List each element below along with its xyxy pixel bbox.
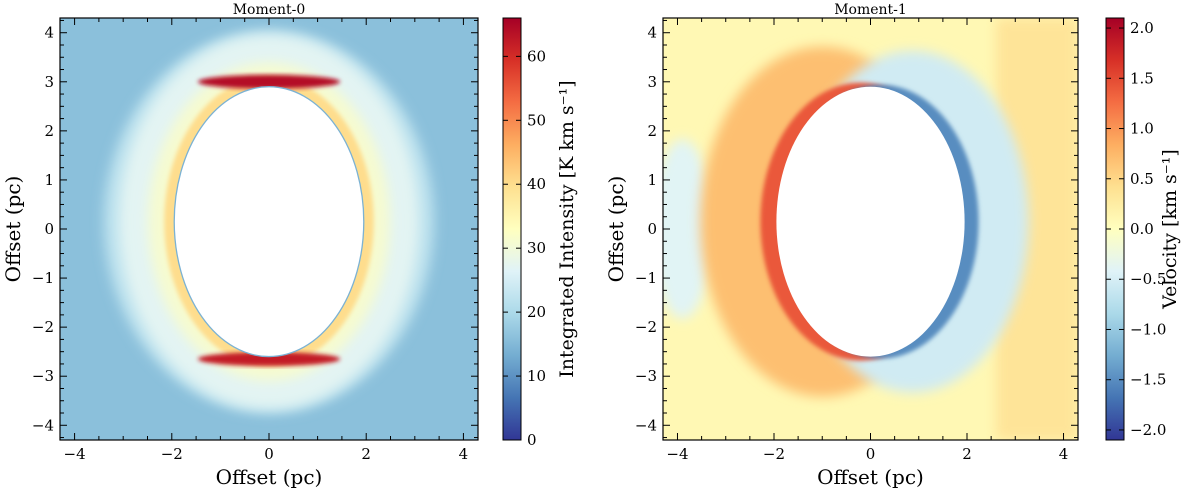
m0-xtick-label: −2 — [161, 445, 183, 463]
m1-title: Moment-1 — [834, 2, 907, 18]
m0-ytick-label: 4 — [44, 24, 54, 42]
m0-colorbar — [502, 17, 522, 441]
m0-xtick-label: 2 — [361, 445, 371, 463]
m0-cbar-tick-label: 20 — [527, 303, 546, 321]
m0-ytick-label: 1 — [44, 171, 54, 189]
m0-cbar-tick-label: 60 — [527, 47, 546, 65]
m1-ytick-label: 2 — [647, 122, 657, 140]
m0-cbar-tick-label: 50 — [527, 111, 546, 129]
m1-cbar-tick-label: 1.5 — [1130, 69, 1154, 87]
m1-cbar-tick-label: −2.0 — [1130, 421, 1166, 439]
m0-cavity — [173, 86, 365, 358]
m1-cbar-tick-label: −1.0 — [1130, 320, 1166, 338]
m0-title: Moment-0 — [233, 2, 306, 18]
m0-ytick-label: −1 — [32, 269, 54, 287]
m0-peak-1 — [197, 74, 341, 89]
m1-cbar-tick-label: 0.0 — [1130, 220, 1154, 238]
m0-ytick-label: −2 — [32, 318, 54, 336]
m0-ytick-label: −4 — [32, 416, 54, 434]
m1-ytick-label: 4 — [647, 24, 657, 42]
m0-ytick-label: 2 — [44, 122, 54, 140]
m0-peak-2 — [197, 352, 341, 367]
m0-xtick-label: 4 — [459, 445, 469, 463]
m1-ytick-label: −2 — [635, 318, 657, 336]
m1-ytick-label: −1 — [635, 269, 657, 287]
m0-ytick-label: 3 — [44, 73, 54, 91]
m0-image — [60, 18, 478, 440]
m1-ytick-label: 1 — [647, 171, 657, 189]
m0-cbar-tick-label: 30 — [527, 239, 546, 257]
m1-ytick-label: 3 — [647, 73, 657, 91]
m1-ytick-label: 0 — [647, 220, 657, 238]
m1-xtick-label: 4 — [1059, 445, 1069, 463]
m0-xtick-label: −4 — [64, 445, 86, 463]
m1-xtick-label: −2 — [763, 445, 785, 463]
m1-xtick-label: −4 — [666, 445, 688, 463]
m1-xlabel: Offset (pc) — [817, 465, 924, 489]
m1-left-blue — [663, 139, 713, 319]
m1-cbar-tick-label: 0.5 — [1130, 170, 1154, 188]
m1-image — [663, 18, 1078, 440]
m1-ytick-label: −3 — [635, 367, 657, 385]
m1-ytick-label: −4 — [635, 416, 657, 434]
m1-panel: Moment-1 −4 −2 0 2 4 −4 −3 −2 −1 0 1 2 3 4 Offset (pc) O… — [604, 2, 1181, 489]
m1-ylabel: Offset (pc) — [604, 176, 628, 283]
m1-cbar-tick-label: −0.5 — [1130, 270, 1166, 288]
m0-cbar-label: Integrated Intensity [K km s⁻¹] — [556, 80, 578, 377]
m0-panel: Moment-0 −4 −2 0 2 4 −4 −3 −2 −1 0 1 2 3 4 Offset (pc) O… — [1, 2, 578, 489]
m1-xtick-label: 0 — [866, 445, 876, 463]
m0-cbar-tick-label: 10 — [527, 367, 546, 385]
m0-ytick-label: 0 — [44, 220, 54, 238]
m1-cbar-tick-label: 1.0 — [1130, 120, 1154, 138]
m0-cbar-tick-label: 40 — [527, 175, 546, 193]
m1-cbar-label: Velocity [km s⁻¹] — [1159, 149, 1181, 310]
m1-xtick-label: 2 — [962, 445, 972, 463]
m1-cbar-tick-label: −1.5 — [1130, 371, 1166, 389]
m1-cavity — [776, 86, 965, 357]
m0-xlabel: Offset (pc) — [216, 465, 323, 489]
m0-ytick-label: −3 — [32, 367, 54, 385]
m0-xtick-label: 0 — [264, 445, 274, 463]
m1-cbar-tick-label: 2.0 — [1130, 19, 1154, 37]
m0-ylabel: Offset (pc) — [1, 176, 25, 283]
m0-cbar-tick-label: 0 — [527, 431, 537, 449]
